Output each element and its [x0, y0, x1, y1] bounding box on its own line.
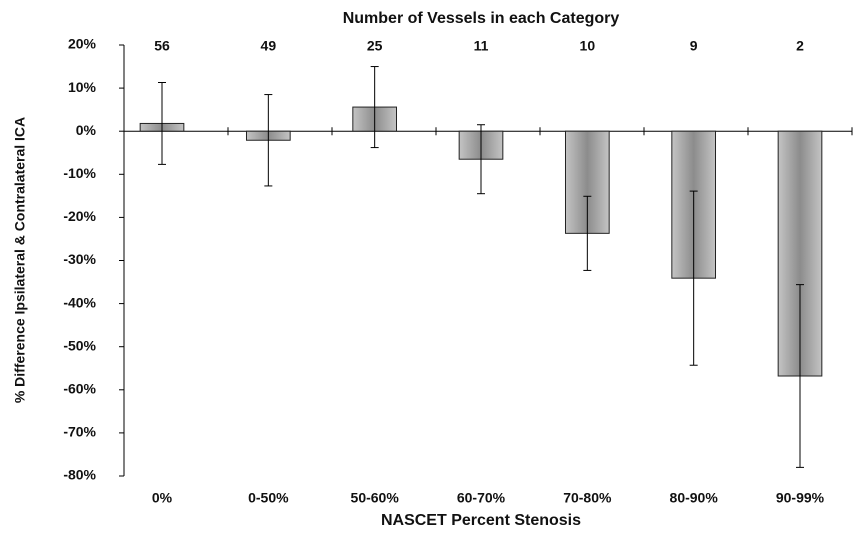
error-bar: [477, 124, 485, 195]
x-tick-label: 70-80%: [563, 490, 612, 506]
y-tick-label: -60%: [63, 381, 96, 397]
x-tick-label: 50-60%: [351, 490, 400, 506]
error-bar: [583, 195, 592, 271]
count-label: 49: [261, 38, 277, 54]
x-tick-label: 90-99%: [776, 490, 825, 506]
y-tick-label: -80%: [63, 467, 96, 483]
error-bar: [796, 284, 804, 468]
count-label: 2: [796, 38, 804, 54]
y-axis-title: % Difference Ipsilateral & Contralateral…: [12, 117, 28, 403]
count-label: 56: [154, 38, 170, 54]
y-tick-label: -20%: [63, 208, 96, 224]
count-label: 9: [690, 38, 698, 54]
x-tick-label: 80-90%: [670, 490, 719, 506]
y-tick-label: -10%: [63, 165, 96, 181]
counts-title: Number of Vessels in each Category: [343, 10, 620, 27]
y-tick-label: -70%: [63, 424, 96, 440]
count-label: 11: [474, 38, 489, 54]
count-label: 25: [367, 38, 383, 54]
y-tick-label: -40%: [63, 294, 96, 310]
x-tick-label: 0-50%: [248, 490, 289, 506]
y-tick-label: -50%: [63, 337, 96, 353]
x-tick-label: 60-70%: [457, 490, 506, 506]
x-axis-title: NASCET Percent Stenosis: [381, 512, 581, 529]
x-tick-label: 0%: [152, 490, 173, 506]
error-bar: [264, 94, 273, 187]
error-bar: [370, 66, 379, 149]
error-bar: [158, 81, 166, 165]
y-tick-label: -30%: [63, 251, 96, 267]
y-tick-label: 20%: [68, 36, 97, 52]
y-tick-label: 10%: [68, 79, 97, 95]
error-bar: [689, 190, 698, 366]
y-tick-label: 0%: [76, 122, 97, 138]
count-label: 10: [580, 38, 596, 54]
